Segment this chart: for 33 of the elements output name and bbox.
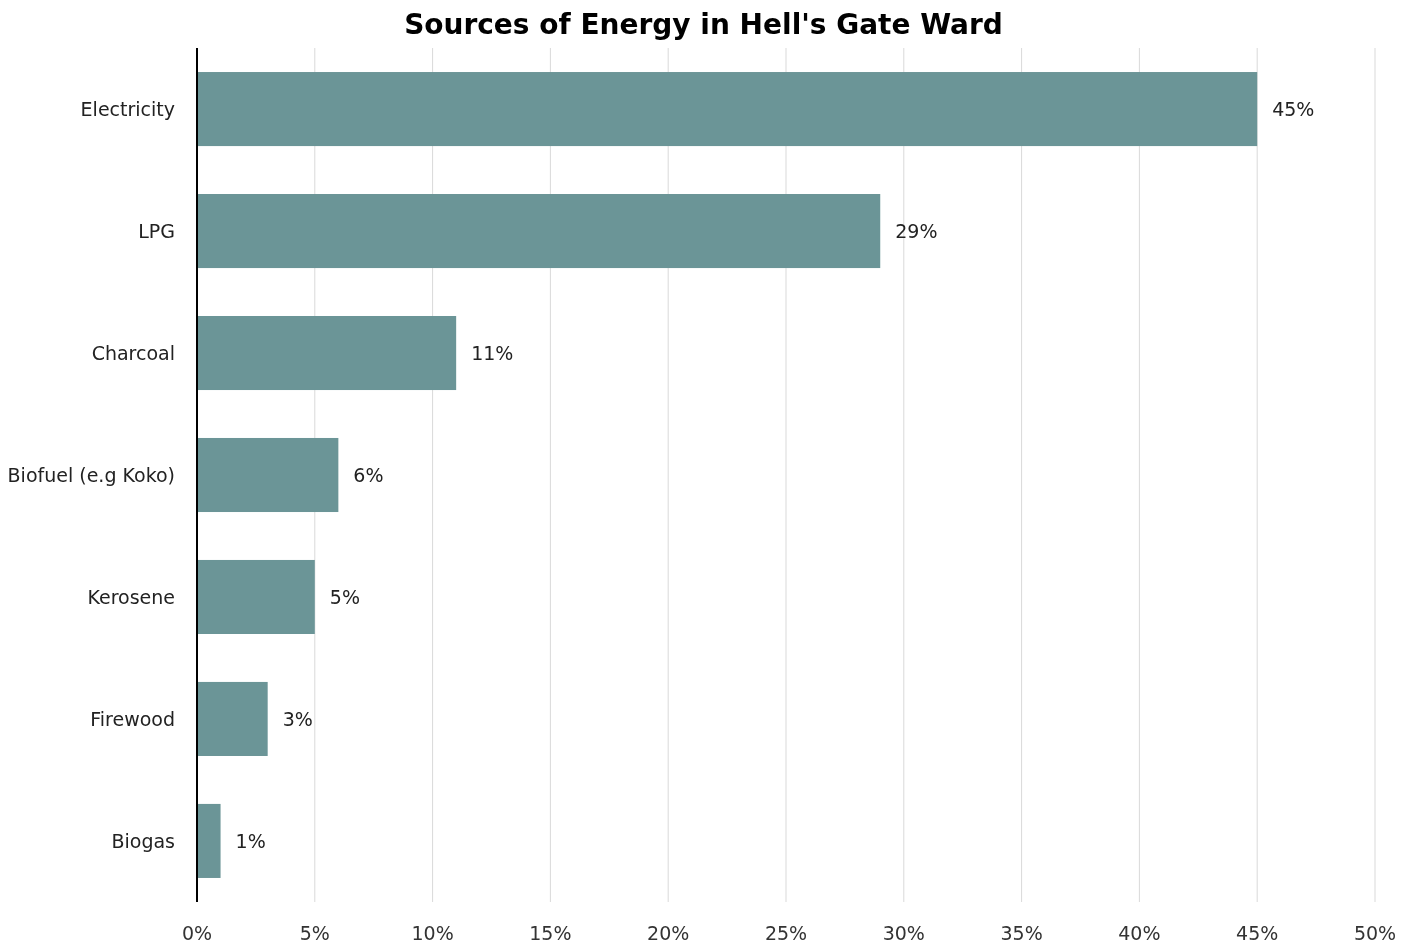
y-tick-label: Biofuel (e.g Koko) [7, 463, 175, 486]
data-label: 29% [895, 219, 938, 242]
data-label: 3% [282, 707, 313, 730]
data-label: 6% [353, 463, 384, 486]
x-tick-label: 25% [764, 921, 808, 944]
x-tick-label: 20% [647, 921, 690, 944]
bar [197, 559, 315, 634]
bar [197, 681, 268, 756]
x-tick-label: 15% [529, 921, 572, 944]
bar [197, 437, 339, 513]
x-tick-label: 50% [1353, 921, 1397, 944]
x-tick-label: 35% [1000, 921, 1043, 944]
bar [197, 194, 881, 269]
bar [197, 803, 221, 878]
bar [197, 72, 1258, 147]
x-tick-label: 10% [411, 921, 454, 944]
data-label: 5% [329, 585, 360, 608]
y-tick-label: Biogas [111, 829, 175, 852]
x-tick-label: 0% [181, 921, 213, 944]
bar [197, 316, 457, 391]
y-tick-label: Charcoal [91, 341, 175, 364]
y-tick-label: Kerosene [87, 585, 175, 608]
x-tick-label: 5% [299, 921, 330, 944]
data-label: 1% [235, 829, 266, 852]
chart-title: Sources of Energy in Hell's Gate Ward [404, 7, 1003, 41]
data-label: 11% [471, 341, 514, 364]
data-label: 45% [1272, 97, 1315, 120]
y-tick-label: Firewood [90, 707, 175, 730]
y-tick-label: Electricity [80, 97, 175, 120]
x-tick-label: 30% [882, 921, 925, 944]
x-tick-label: 40% [1118, 921, 1161, 944]
y-tick-label: LPG [138, 219, 175, 242]
x-tick-label: 45% [1236, 921, 1279, 944]
